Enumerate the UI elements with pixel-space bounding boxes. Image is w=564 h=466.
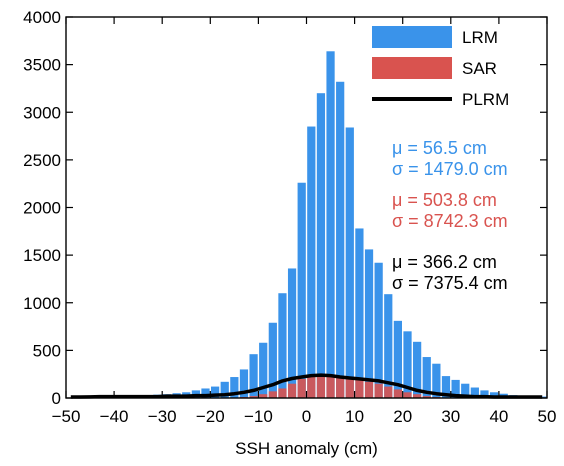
x-tick-label: 40 [489,407,508,426]
lrm-bar [403,331,412,398]
stat-mu: μ = 366.2 cm [392,252,497,272]
y-tick-label: 2000 [23,199,61,218]
sar-bar-group [230,375,451,398]
y-tick-label: 4000 [23,8,61,27]
x-tick-label: 0 [302,407,311,426]
legend-label-lrm: LRM [462,28,498,47]
lrm-bar [326,51,335,398]
stat-sigma: σ = 7375.4 cm [392,273,508,293]
legend-label-plrm: PLRM [462,90,509,109]
plrm-line [70,373,543,399]
lrm-bar [461,383,470,398]
stat-mu: μ = 503.8 cm [392,190,497,210]
x-tick-label: −10 [244,407,273,426]
stat-sigma: σ = 1479.0 cm [392,159,508,179]
lrm-bar [316,93,326,398]
sar-bar [422,396,431,398]
sar-bar [393,389,402,398]
lrm-bar [364,249,374,398]
sar-bar [374,383,383,398]
lrm-bar [307,126,316,398]
sar-bar [403,392,412,398]
sar-bar [384,386,393,398]
y-tick-label: 3000 [23,103,61,122]
x-tick-label: −40 [100,407,129,426]
legend-swatch-lrm [372,26,452,48]
lrm-bar [201,388,210,398]
lrm-bar [355,228,364,398]
x-tick-label: 10 [345,407,364,426]
legend: LRM SAR PLRM [372,26,509,109]
stats-annotations: μ = 56.5 cmσ = 1479.0 cmμ = 503.8 cmσ = … [392,138,508,293]
lrm-bar [432,363,441,398]
stat-sigma: σ = 8742.3 cm [392,211,508,231]
x-tick-label: −20 [196,407,225,426]
y-tick-label: 500 [33,341,61,360]
sar-bar [413,394,422,398]
sar-bar [355,379,364,398]
sar-bar [268,391,277,398]
lrm-bar [489,392,499,398]
lrm-bar [470,387,479,398]
x-axis-title: SSH anomaly (cm) [235,439,378,458]
lrm-bar [393,320,402,398]
sar-bar [336,377,345,398]
x-tick-label: 30 [441,407,460,426]
x-tick-label: −50 [52,407,81,426]
lrm-bar [220,381,229,398]
lrm-bar [480,390,489,398]
lrm-bar [297,182,306,398]
lrm-bar [230,377,239,398]
sar-bar [326,376,335,398]
lrm-bar [249,354,258,398]
lrm-bar [336,81,345,399]
sar-bar [307,376,316,398]
sar-bar [345,378,354,398]
lrm-bar [239,369,249,398]
lrm-bar [211,386,220,398]
sar-bar [259,394,268,398]
x-tick-label: 20 [393,407,412,426]
x-tick-label: 50 [538,407,557,426]
lrm-bar [451,379,460,398]
sar-bar [249,396,258,398]
sar-bar [297,378,306,398]
y-tick-label: 1000 [23,294,61,313]
y-tick-label: 1500 [23,246,61,265]
lrm-bar [259,342,268,398]
sar-bar [316,375,326,398]
y-tick-label: 0 [52,389,61,408]
sar-bar [287,383,297,398]
lrm-bar-group [66,51,547,399]
legend-label-sar: SAR [462,59,497,78]
x-tick-label: −30 [148,407,177,426]
lrm-bar [384,294,393,398]
sar-bar [278,388,287,398]
lrm-bar [441,376,451,398]
lrm-bar [422,357,431,398]
lrm-bar [287,268,297,398]
lrm-bar [345,127,354,399]
x-axis-ticks: −50 −40 −30 −20 −10 0 10 20 30 40 50 [52,17,557,426]
lrm-bar [278,293,287,398]
legend-swatch-sar [372,57,452,79]
y-axis-ticks: 0 500 1000 1500 2000 2500 3000 3500 4000 [23,8,547,408]
y-tick-label: 2500 [23,151,61,170]
y-tick-label: 3500 [23,56,61,75]
stat-mu: μ = 56.5 cm [392,138,487,158]
lrm-bar [374,262,383,398]
lrm-bar [268,322,277,398]
lrm-bar [413,341,422,398]
sar-bar [364,381,374,398]
